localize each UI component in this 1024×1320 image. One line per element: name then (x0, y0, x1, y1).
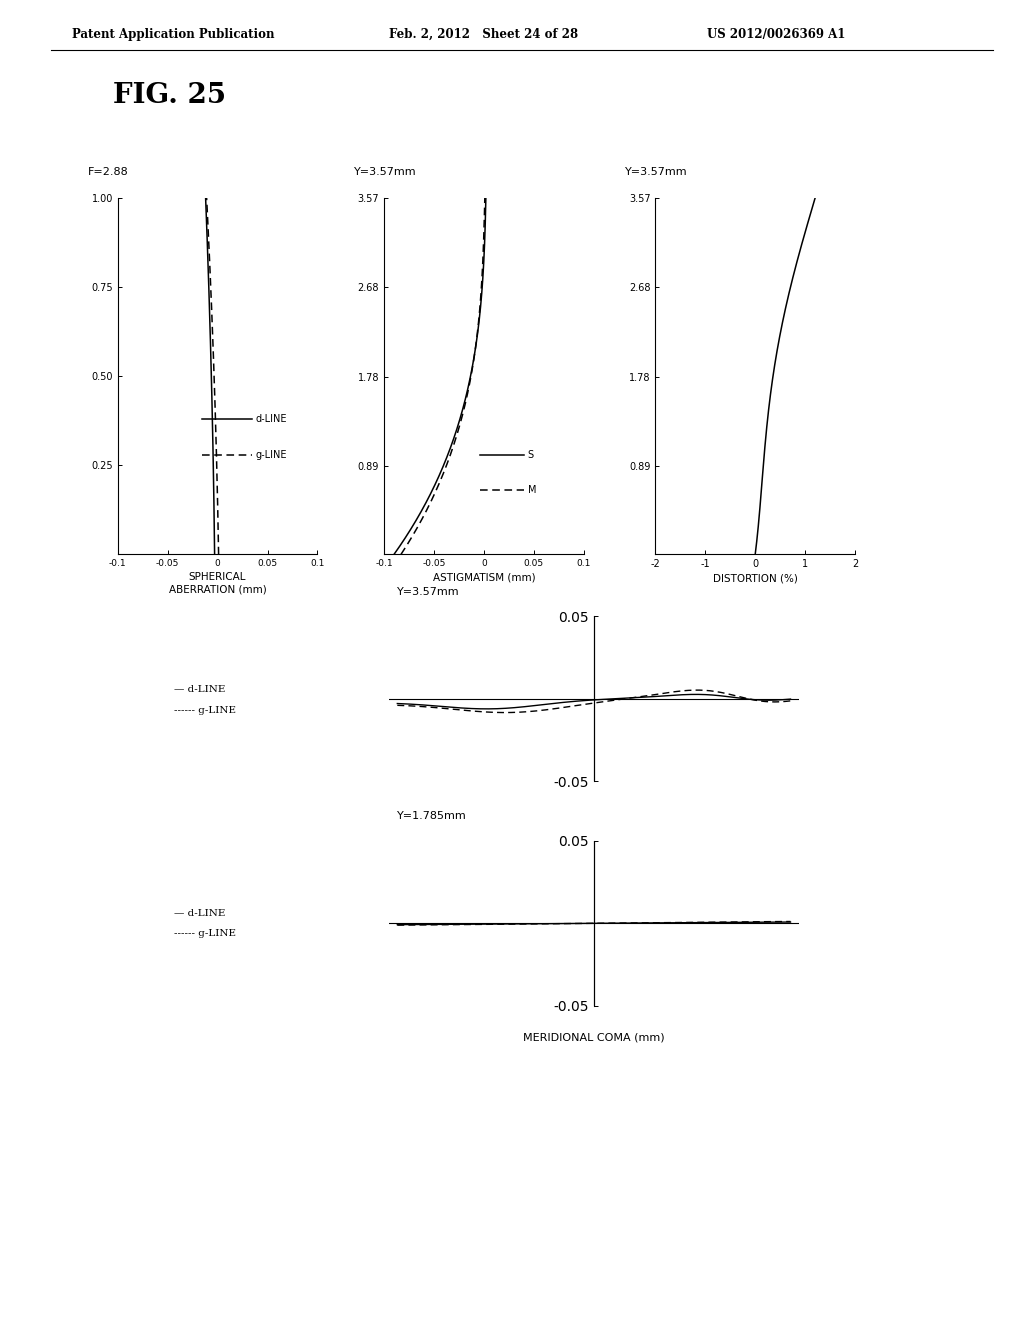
Text: S: S (527, 450, 534, 459)
Text: ------ g-LINE: ------ g-LINE (174, 706, 237, 714)
Text: Patent Application Publication: Patent Application Publication (72, 28, 274, 41)
Text: — d-LINE: — d-LINE (174, 909, 225, 917)
Text: US 2012/0026369 A1: US 2012/0026369 A1 (707, 28, 845, 41)
Text: g-LINE: g-LINE (256, 450, 287, 459)
Text: F=2.88: F=2.88 (88, 166, 129, 177)
X-axis label: ASTIGMATISM (mm): ASTIGMATISM (mm) (432, 573, 536, 582)
Text: Y=1.785mm: Y=1.785mm (397, 810, 467, 821)
Text: M: M (527, 486, 537, 495)
X-axis label: DISTORTION (%): DISTORTION (%) (713, 573, 798, 583)
Text: — d-LINE: — d-LINE (174, 685, 225, 693)
X-axis label: SPHERICAL
ABERRATION (mm): SPHERICAL ABERRATION (mm) (169, 573, 266, 594)
Text: Y=3.57mm: Y=3.57mm (354, 166, 417, 177)
Text: MERIDIONAL COMA (mm): MERIDIONAL COMA (mm) (523, 1032, 665, 1043)
Text: ------ g-LINE: ------ g-LINE (174, 929, 237, 937)
Text: d-LINE: d-LINE (256, 414, 287, 424)
Text: Feb. 2, 2012   Sheet 24 of 28: Feb. 2, 2012 Sheet 24 of 28 (389, 28, 579, 41)
Text: FIG. 25: FIG. 25 (113, 82, 225, 108)
Text: Y=3.57mm: Y=3.57mm (626, 166, 688, 177)
Text: Y=3.57mm: Y=3.57mm (397, 586, 460, 597)
